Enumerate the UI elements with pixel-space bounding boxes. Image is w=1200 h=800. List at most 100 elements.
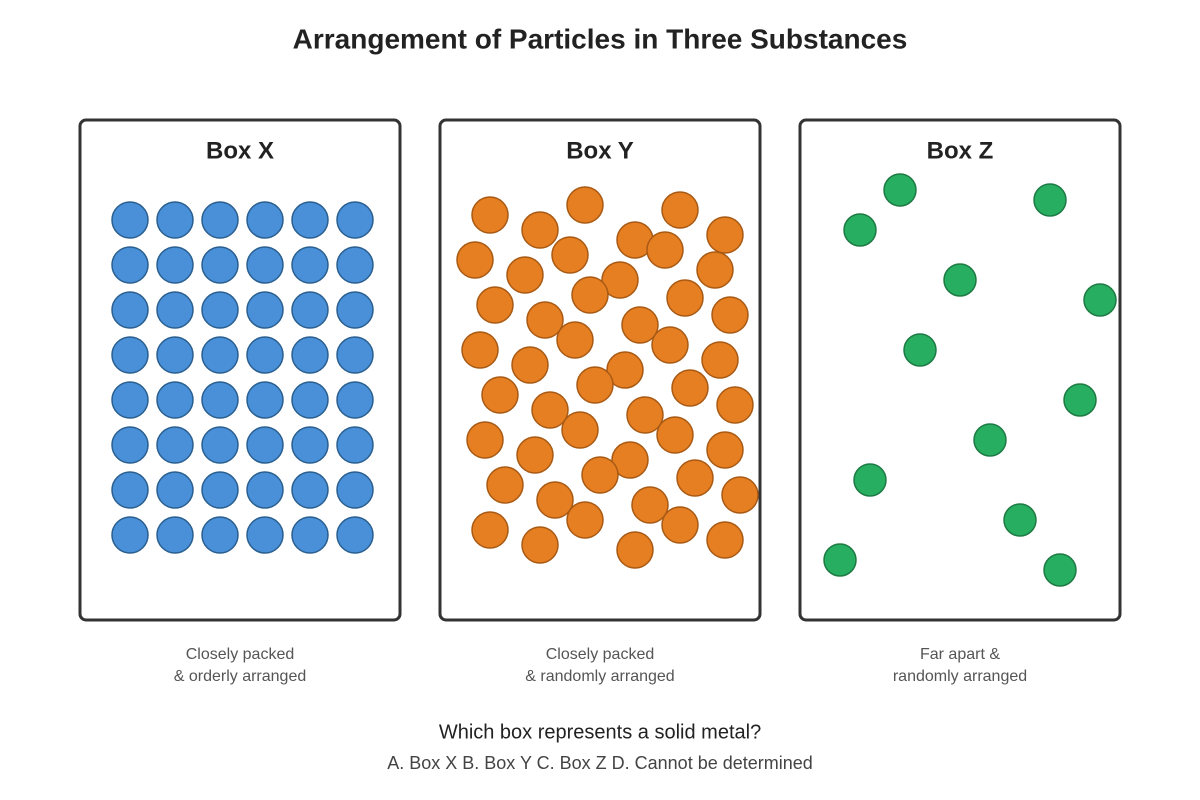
particle (201, 516, 239, 554)
title: Arrangement of Particles in Three Substa… (293, 23, 908, 54)
particle (201, 201, 239, 239)
options: A. Box X B. Box Y C. Box Z D. Cannot be … (387, 753, 813, 773)
particle (336, 291, 374, 329)
particle (621, 306, 659, 344)
particle (671, 369, 709, 407)
box (798, 118, 1122, 622)
particle (486, 466, 524, 504)
particle (471, 196, 509, 234)
particle (843, 213, 877, 247)
particle (656, 416, 694, 454)
particle (201, 246, 239, 284)
particle (246, 336, 284, 374)
particle (111, 291, 149, 329)
caption: Far apart & (920, 646, 1000, 663)
particle (156, 201, 194, 239)
particle (516, 436, 554, 474)
particle (291, 291, 329, 329)
particle (461, 331, 499, 369)
particle (711, 296, 749, 334)
particle (291, 426, 329, 464)
particles (111, 173, 1117, 587)
particle (1003, 503, 1037, 537)
particle (561, 411, 599, 449)
particle (336, 471, 374, 509)
particle (156, 246, 194, 284)
caption: & randomly arranged (525, 668, 674, 685)
particle (721, 476, 759, 514)
particle (336, 426, 374, 464)
particle (291, 246, 329, 284)
particle (246, 516, 284, 554)
caption: Closely packed (186, 646, 295, 663)
particle (156, 381, 194, 419)
particle (823, 543, 857, 577)
particle (536, 481, 574, 519)
particle (701, 341, 739, 379)
particle (551, 236, 589, 274)
particle (706, 521, 744, 559)
particle (526, 301, 564, 339)
particle (246, 381, 284, 419)
particle (571, 276, 609, 314)
particle (336, 201, 374, 239)
particle (201, 336, 239, 374)
particle (511, 346, 549, 384)
box-label: Box Y (566, 137, 634, 164)
particle (646, 231, 684, 269)
particle (651, 326, 689, 364)
particle (716, 386, 754, 424)
particle (1083, 283, 1117, 317)
particle (943, 263, 977, 297)
particle (606, 351, 644, 389)
particle (291, 516, 329, 554)
particle (201, 426, 239, 464)
particle (566, 186, 604, 224)
particle (601, 261, 639, 299)
particle (1063, 383, 1097, 417)
particle (973, 423, 1007, 457)
particle (336, 336, 374, 374)
particle (661, 506, 699, 544)
particle (111, 246, 149, 284)
caption: & orderly arranged (174, 668, 307, 685)
particle (576, 366, 614, 404)
particle (676, 459, 714, 497)
particle (521, 526, 559, 564)
particle (111, 381, 149, 419)
particle (291, 381, 329, 419)
particle (111, 471, 149, 509)
particle (706, 431, 744, 469)
particle (883, 173, 917, 207)
particle (476, 286, 514, 324)
particle (156, 336, 194, 374)
particle (336, 516, 374, 554)
particle (706, 216, 744, 254)
particle (336, 246, 374, 284)
particle (246, 471, 284, 509)
particle (201, 471, 239, 509)
particle (1043, 553, 1077, 587)
particle (661, 191, 699, 229)
particle (111, 201, 149, 239)
particle (336, 381, 374, 419)
particle (156, 426, 194, 464)
particle (471, 511, 509, 549)
particle (611, 441, 649, 479)
particle (1033, 183, 1067, 217)
particle (156, 471, 194, 509)
particle (111, 426, 149, 464)
particle (616, 531, 654, 569)
caption: randomly arranged (893, 668, 1027, 685)
particle (626, 396, 664, 434)
particle (506, 256, 544, 294)
particle (201, 381, 239, 419)
particle (853, 463, 887, 497)
particle (246, 291, 284, 329)
particle (481, 376, 519, 414)
particle (156, 516, 194, 554)
particle (696, 251, 734, 289)
particle (566, 501, 604, 539)
particle (111, 516, 149, 554)
